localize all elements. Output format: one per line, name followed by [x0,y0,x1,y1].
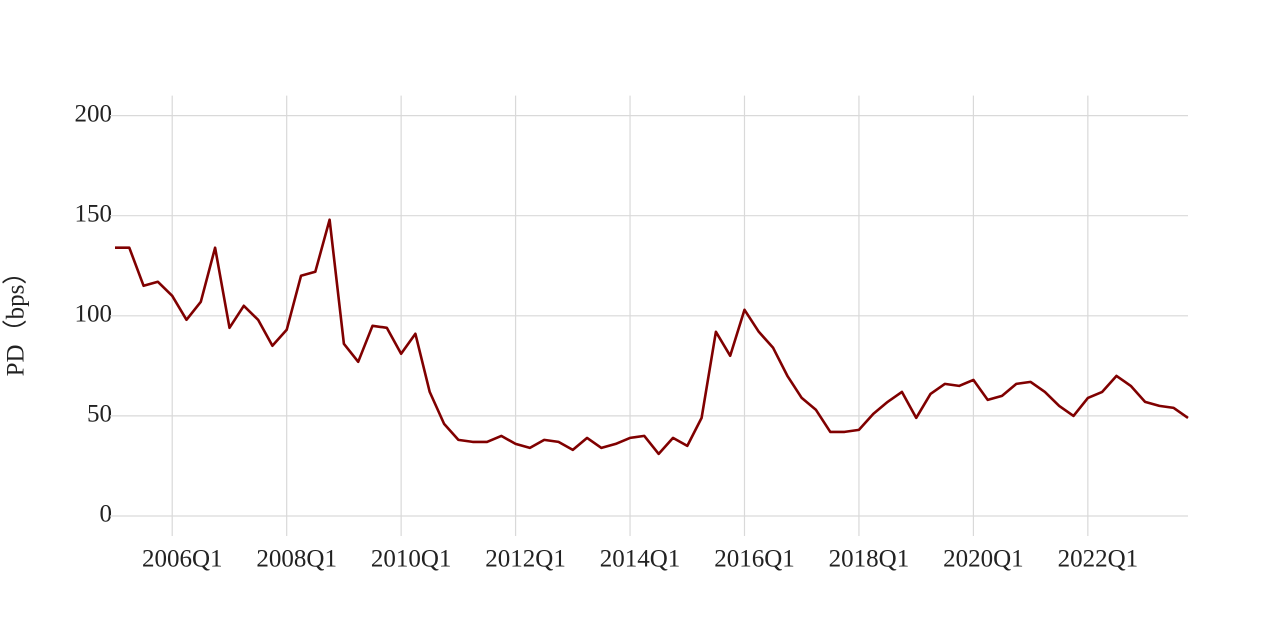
y-tick-label: 100 [75,301,113,328]
x-tick-label: 2014Q1 [600,546,681,573]
x-tick-label: 2018Q1 [829,546,910,573]
y-tick-label: 200 [75,100,113,127]
x-tick-label: 2012Q1 [485,546,566,573]
y-axis-label: PD（bps） [2,260,30,377]
x-tick-label: 2010Q1 [371,546,452,573]
line [115,218,1189,456]
x-tick-label: 2006Q1 [142,546,223,573]
x-tick-label: 2020Q1 [943,546,1024,573]
x-tick-label: 2016Q1 [714,546,795,573]
x-tick-label: 2022Q1 [1058,546,1139,573]
y-tick-label: 50 [87,401,112,428]
y-tick-label: 0 [100,501,113,528]
y-tick-label: 150 [75,200,113,227]
x-tick-label: 2008Q1 [256,546,337,573]
